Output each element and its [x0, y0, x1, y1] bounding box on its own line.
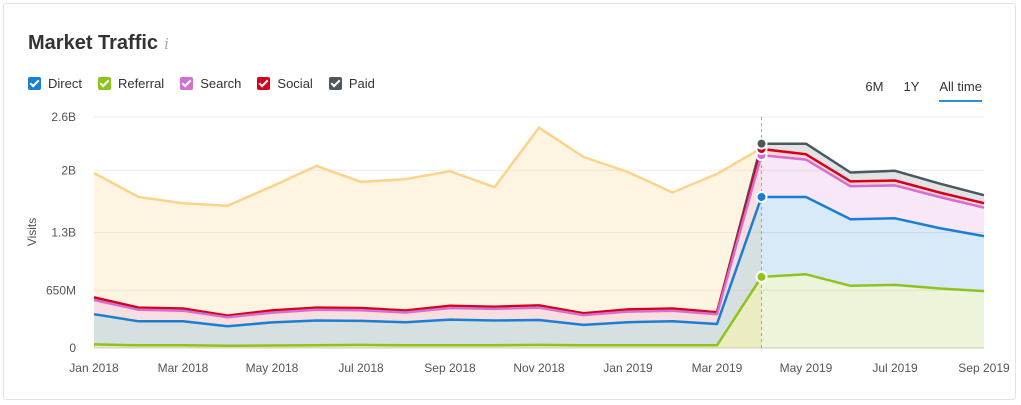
- area-direct: [94, 197, 984, 346]
- line-referral: [93, 273, 985, 348]
- x-tick-label: Jul 2019: [872, 361, 918, 375]
- hover-point-paid: [755, 137, 768, 150]
- background-line: [93, 126, 763, 208]
- hover-point-direct: [755, 190, 768, 203]
- range-1y[interactable]: 1Y: [903, 79, 920, 94]
- x-tick-label: Nov 2018: [513, 361, 565, 375]
- y-tick-label: 2B: [61, 163, 76, 177]
- y-axis-label: Visits: [25, 218, 39, 246]
- x-tick-label: Jan 2019: [603, 361, 653, 375]
- time-range-selector: 6M 1Y All time: [845, 79, 982, 102]
- y-tick-label: 2.6B: [51, 110, 76, 124]
- line-search: [93, 153, 985, 319]
- x-tick-label: Sep 2018: [424, 361, 476, 375]
- hover-marker: [755, 117, 768, 348]
- legend-item-direct[interactable]: Direct: [28, 76, 82, 91]
- checkbox-icon[interactable]: [328, 77, 342, 90]
- legend-label: Social: [277, 76, 313, 91]
- checkbox-icon[interactable]: [180, 77, 194, 90]
- y-tick-label: 1.3B: [51, 226, 76, 240]
- range-6m[interactable]: 6M: [865, 79, 884, 94]
- grid: [94, 116, 984, 349]
- legend-item-paid[interactable]: Paid: [328, 76, 375, 91]
- background-area: [94, 127, 762, 348]
- x-tick-label: Mar 2019: [692, 361, 743, 375]
- widget-title-text: Market Traffic: [28, 32, 159, 54]
- x-tick-label: May 2018: [246, 361, 299, 375]
- x-tick-label: Sep 2019: [958, 361, 1010, 375]
- axis-ticks: 0 650M 1.3B 2B 2.6B Jan 2018 Mar 2018 May 2018 J…: [46, 110, 1010, 375]
- legend-label: Referral: [117, 76, 165, 91]
- x-tick-label: May 2019: [780, 361, 833, 375]
- widget-title: Market Traffic i: [28, 32, 169, 55]
- legend-item-referral[interactable]: Referral: [97, 76, 165, 91]
- legend-item-search[interactable]: Search: [180, 76, 241, 91]
- legend-label: Paid: [348, 76, 375, 91]
- line-direct: [93, 195, 985, 328]
- info-icon[interactable]: i: [164, 35, 169, 53]
- y-tick-label: 0: [69, 341, 76, 355]
- legend-label: Search: [200, 76, 242, 91]
- checkbox-icon[interactable]: [28, 77, 41, 90]
- checkbox-icon[interactable]: [97, 77, 111, 90]
- range-all-time[interactable]: All time: [939, 79, 982, 102]
- checkbox-icon[interactable]: [257, 77, 271, 90]
- x-tick-label: Jul 2018: [338, 361, 384, 375]
- legend-item-social[interactable]: Social: [257, 76, 313, 91]
- lines: [93, 126, 985, 348]
- x-tick-label: Mar 2018: [158, 361, 209, 375]
- legend-label: Direct: [48, 76, 82, 91]
- y-tick-label: 650M: [46, 283, 76, 297]
- x-tick-label: Jan 2018: [69, 361, 119, 375]
- hover-point-referral: [755, 270, 768, 283]
- legend: Direct Referral Search Social Paid: [28, 76, 391, 91]
- line-social: [93, 147, 985, 317]
